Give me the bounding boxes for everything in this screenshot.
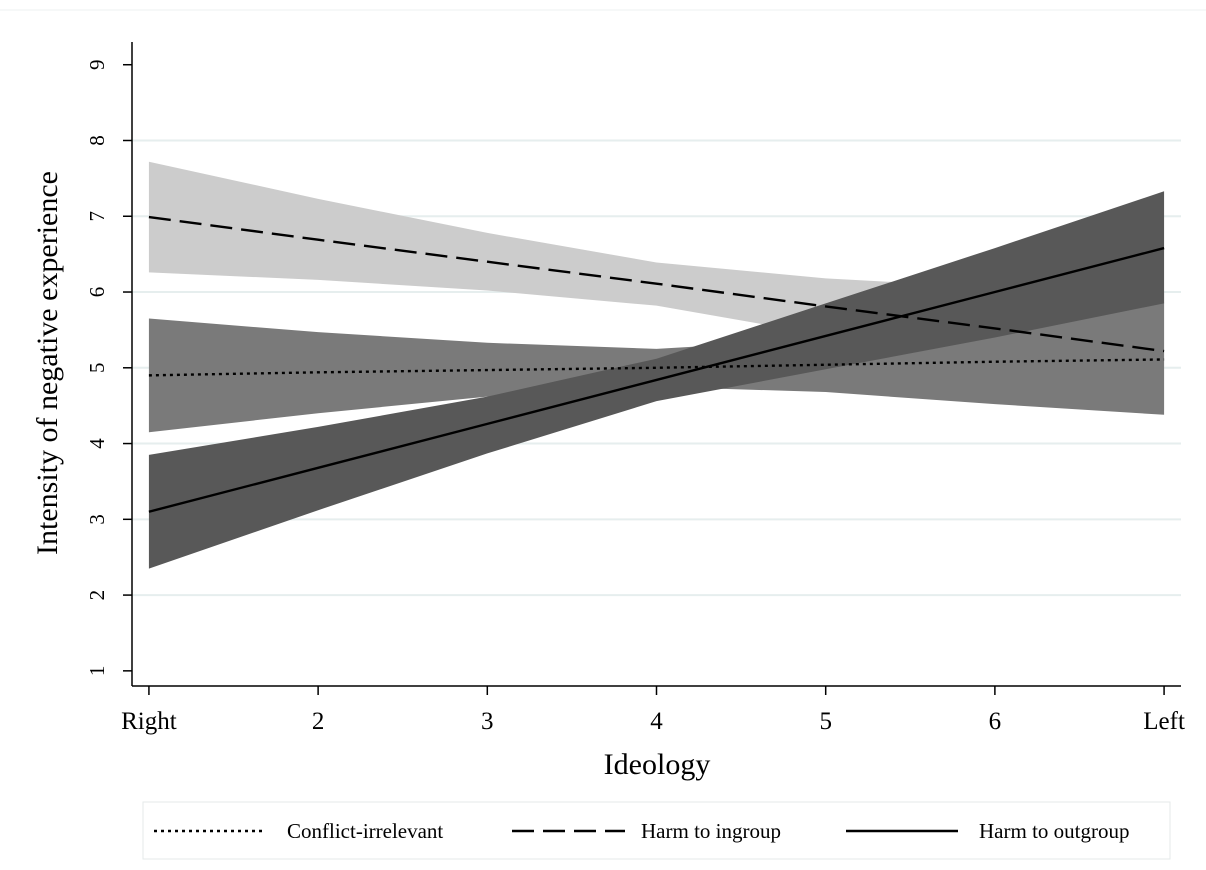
x-tick-label-1: 2 (312, 708, 325, 735)
legend-label-harm-to-outgroup: Harm to outgroup (979, 819, 1129, 843)
y-tick-label-4: 4 (85, 438, 109, 449)
legend: Conflict-irrelevant Harm to ingroup Harm t… (142, 801, 1171, 860)
y-tick-label-3: 3 (85, 514, 109, 525)
series-lines (148, 215, 1165, 513)
line-harm-to-outgroup (148, 246, 1165, 513)
y-tick-label-6: 6 (85, 287, 109, 298)
y-tick-label-5: 5 (85, 363, 109, 374)
y-tick-label-1: 1 (85, 666, 109, 677)
x-tick-label-3: 4 (650, 708, 663, 735)
y-tick-label-9: 9 (85, 59, 109, 70)
legend-label-conflict-irrelevant: Conflict-irrelevant (287, 819, 443, 843)
y-axis-title: Intensity of negative experience (31, 171, 64, 555)
legend-label-harm-to-ingroup: Harm to ingroup (641, 819, 781, 843)
y-tick-label-7: 7 (85, 211, 109, 222)
y-tick-label-2: 2 (85, 590, 109, 601)
x-tick-label-5: 6 (989, 708, 1002, 735)
line-harm-to-ingroup (148, 215, 1165, 353)
x-tick-label-2: 3 (481, 708, 494, 735)
line-conflict-irrelevant (148, 358, 1165, 377)
x-tick-label-0: Right (121, 708, 177, 735)
y-tick-label-8: 8 (85, 135, 109, 146)
x-tick-label-6: Left (1143, 708, 1185, 735)
x-tick-label-4: 5 (819, 708, 832, 735)
tick-labels: 1 2 3 4 5 6 7 8 9 Right 2 3 4 5 6 Left (85, 59, 1185, 735)
axes (123, 42, 1181, 695)
x-axis-title: Ideology (604, 748, 711, 781)
legend-box (142, 801, 1171, 860)
